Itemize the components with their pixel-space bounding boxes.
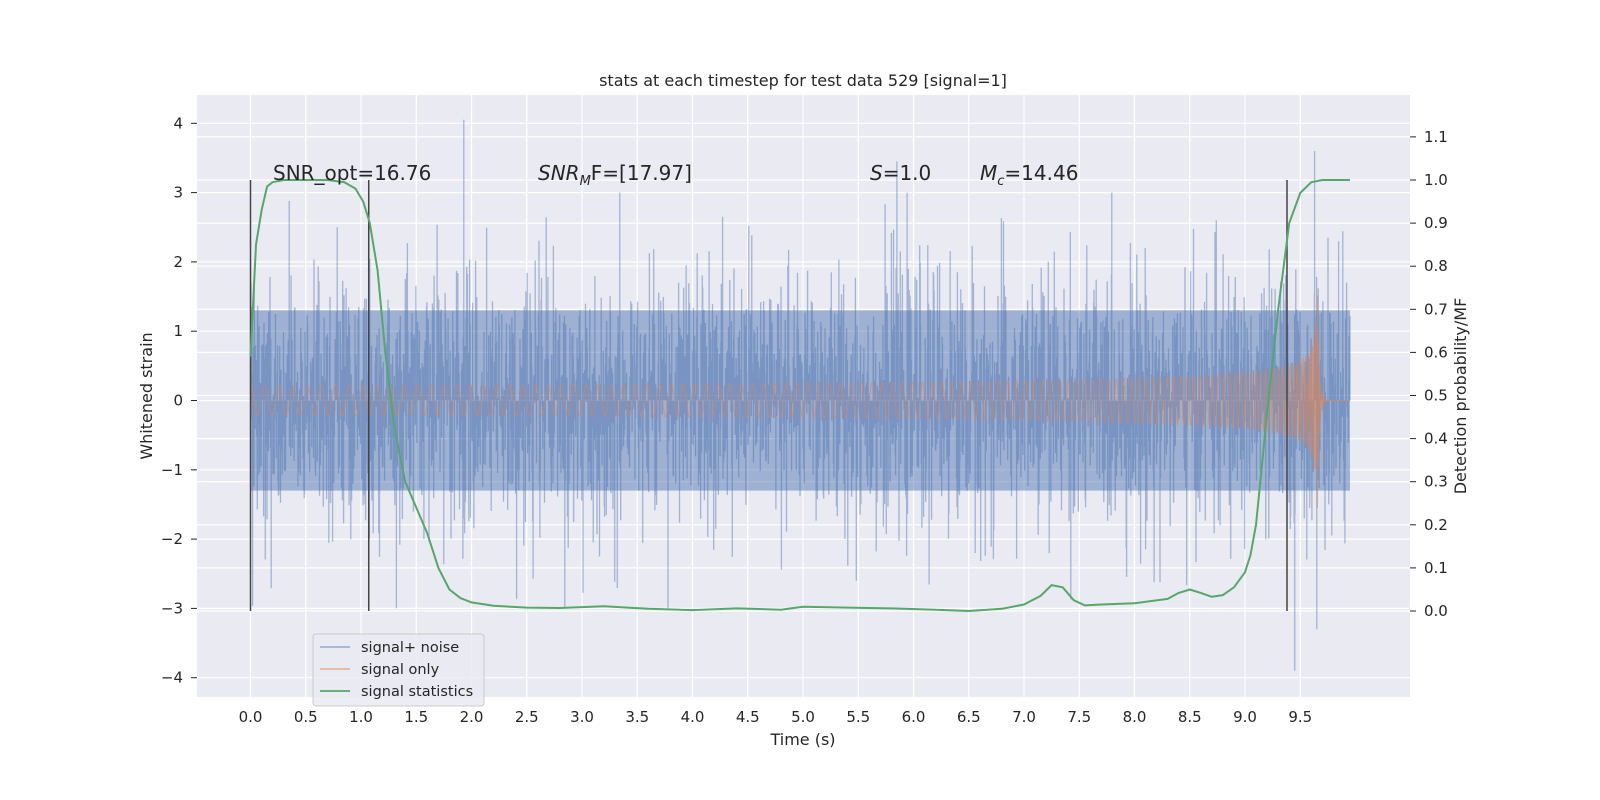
x-tick-label: 0.0 — [239, 708, 263, 726]
legend-label-signal: signal only — [361, 662, 440, 678]
x-tick-label: 7.0 — [1012, 708, 1036, 726]
x-tick-label: 6.5 — [957, 708, 981, 726]
x-tick-label: 4.0 — [681, 708, 705, 726]
y-tick-label-right: 1.0 — [1424, 171, 1448, 189]
y-axis-label-right: Detection probability/MF — [1451, 298, 1470, 495]
legend-label-statistics: signal statistics — [361, 684, 473, 700]
y-tick-label-right: 0.8 — [1424, 257, 1448, 275]
x-tick-label: 1.0 — [349, 708, 373, 726]
annotation-s-main: S — [870, 161, 883, 185]
y-tick-label-left: 0 — [173, 392, 183, 410]
y-tick-label-right: 0.3 — [1424, 473, 1448, 491]
y-tick-label-left: −1 — [161, 461, 183, 479]
y-axis-label-left: Whitened strain — [137, 332, 156, 459]
y-tick-label-left: 2 — [173, 253, 183, 271]
annotation-snr-mf-main: SNR — [538, 161, 580, 185]
x-tick-label: 8.5 — [1178, 708, 1202, 726]
chart-title: stats at each timestep for test data 529… — [599, 71, 1007, 90]
x-tick-label: 9.0 — [1233, 708, 1257, 726]
annotation-snr-mf-rest: F=[17.97] — [591, 161, 692, 185]
legend: signal+ noise signal only signal statist… — [312, 633, 485, 707]
y-tick-label-left: −3 — [161, 599, 183, 617]
x-tick-label: 5.0 — [791, 708, 815, 726]
x-tick-label: 3.0 — [570, 708, 594, 726]
x-tick-label: 2.0 — [460, 708, 484, 726]
annotation-mc-rest: =14.46 — [1004, 161, 1078, 185]
signal-statistics-series — [249, 179, 1350, 612]
y-tick-label-right: 0.4 — [1424, 430, 1448, 448]
x-tick-label: 8.0 — [1123, 708, 1147, 726]
y-tick-label-right: 0.0 — [1424, 602, 1448, 620]
x-tick-label: 2.5 — [515, 708, 539, 726]
annotation-mc-sub: c — [997, 174, 1004, 189]
annotation-mc: Mc=14.46 — [980, 161, 1078, 189]
legend-box — [312, 633, 485, 707]
x-tick-label: 6.0 — [902, 708, 926, 726]
y-tick-label-left: 3 — [173, 184, 183, 202]
statistics-line — [249, 179, 1350, 612]
x-tick-label: 5.5 — [846, 708, 870, 726]
annotation-s: S=1.0 — [870, 161, 931, 185]
annotation-snr-mf-sub: M — [580, 174, 591, 189]
x-tick-label: 1.5 — [404, 708, 428, 726]
y-tick-label-left: 1 — [173, 322, 183, 340]
y-tick-label-left: −4 — [161, 669, 183, 687]
annotation-mc-main: M — [980, 161, 997, 185]
y-tick-label-left: 4 — [173, 114, 183, 132]
y-tick-label-right: 0.9 — [1424, 214, 1448, 232]
x-tick-label: 3.5 — [625, 708, 649, 726]
y-tick-label-right: 0.1 — [1424, 559, 1448, 577]
x-tick-label: 4.5 — [736, 708, 760, 726]
tick-labels: 0.0 0.5 1.0 1.5 2.0 2.5 3.0 3.5 4.0 4.5 5.0 5.5 6.0 6… — [161, 114, 1448, 726]
annotation-snr-opt: SNR_opt=16.76 — [273, 161, 431, 185]
y-tick-label-right: 0.6 — [1424, 343, 1448, 361]
annotation-snr-mf: SNRMF=[17.97] — [538, 161, 692, 189]
y-tick-label-right: 0.5 — [1424, 387, 1448, 405]
y-tick-label-right: 1.1 — [1424, 128, 1448, 146]
x-tick-label: 0.5 — [294, 708, 318, 726]
x-tick-label: 9.5 — [1288, 708, 1312, 726]
x-tick-label: 7.5 — [1067, 708, 1091, 726]
y-tick-label-right: 0.2 — [1424, 516, 1448, 534]
vertical-markers — [249, 180, 1288, 611]
signal-only-series — [250, 295, 1350, 509]
signal-chirp-line — [250, 295, 1350, 509]
y-tick-label-left: −2 — [161, 530, 183, 548]
legend-label-noise: signal+ noise — [361, 640, 459, 656]
y-tick-label-right: 0.7 — [1424, 300, 1448, 318]
annotation-s-rest: =1.0 — [883, 161, 932, 185]
x-axis-label: Time (s) — [769, 730, 835, 749]
